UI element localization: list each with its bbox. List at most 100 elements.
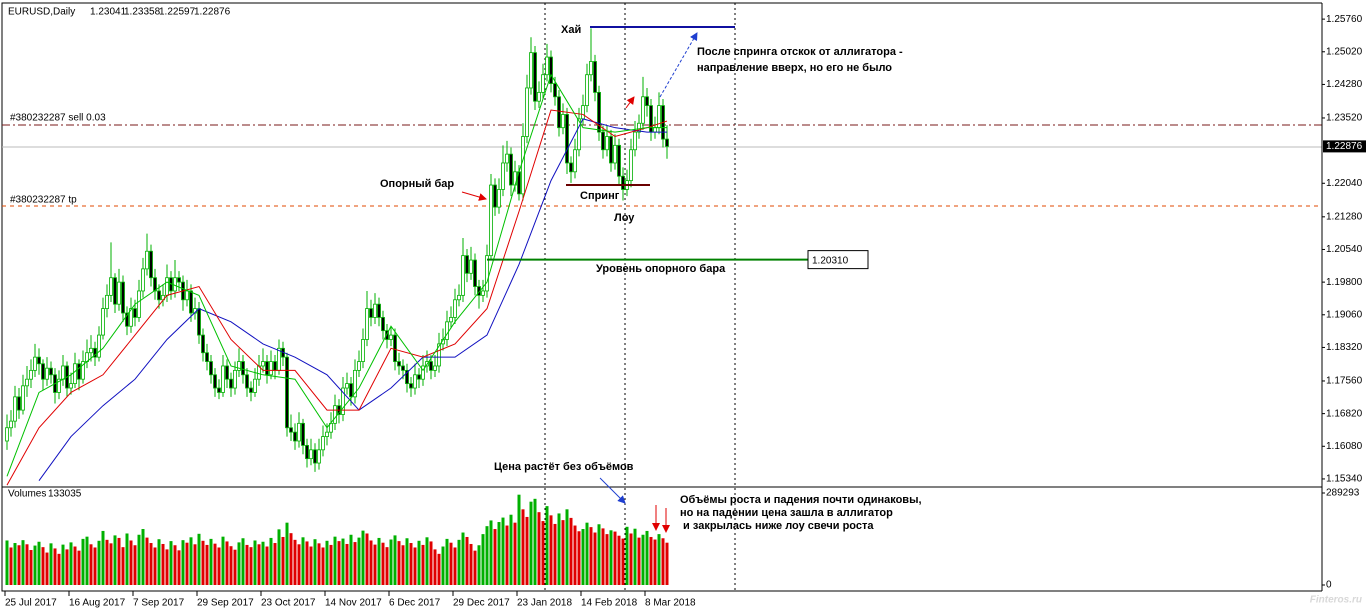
volume-bar bbox=[161, 543, 165, 585]
volume-bar bbox=[601, 528, 605, 585]
volume-bar bbox=[109, 543, 113, 585]
candle-body bbox=[485, 255, 489, 292]
volume-bar bbox=[89, 544, 93, 585]
candle-body bbox=[481, 290, 485, 296]
candle-body bbox=[609, 136, 613, 164]
volume-bar bbox=[377, 537, 381, 585]
candle-body bbox=[665, 138, 669, 147]
candle-body bbox=[393, 334, 397, 362]
candle-body bbox=[289, 427, 293, 433]
volume-bar bbox=[629, 533, 633, 585]
candle-body bbox=[69, 383, 73, 389]
candle-body bbox=[493, 184, 497, 208]
volume-bar bbox=[653, 539, 657, 585]
volume-bar bbox=[169, 541, 173, 585]
volume-bar bbox=[305, 541, 309, 585]
candle-body bbox=[297, 422, 301, 442]
volume-bar bbox=[281, 536, 285, 585]
volume-bar bbox=[605, 534, 609, 585]
candle-body bbox=[225, 365, 229, 380]
candle-body bbox=[241, 361, 245, 376]
candle-body bbox=[585, 74, 589, 107]
candle-body bbox=[25, 378, 29, 387]
volume-bar bbox=[405, 538, 409, 585]
candle-body bbox=[449, 317, 453, 323]
volume-bar bbox=[93, 547, 97, 585]
candle-body bbox=[613, 144, 617, 164]
candle-body bbox=[381, 317, 385, 332]
candle-body bbox=[105, 294, 109, 310]
candle-body bbox=[421, 365, 425, 380]
y-tick-label: 1.18320 bbox=[1326, 342, 1363, 353]
candle-body bbox=[549, 56, 553, 84]
volume-bar bbox=[81, 538, 85, 585]
x-tick-label: 14 Nov 2017 bbox=[325, 598, 382, 609]
volume-bar bbox=[249, 547, 253, 585]
volume-bar bbox=[217, 547, 221, 585]
x-tick-label: 23 Oct 2017 bbox=[261, 598, 316, 609]
candle-body bbox=[217, 387, 221, 393]
annotation: Хай bbox=[561, 24, 581, 36]
candle-body bbox=[41, 363, 45, 380]
candle-body bbox=[173, 277, 177, 292]
volume-bar bbox=[553, 523, 557, 585]
volume-bar bbox=[657, 534, 661, 585]
candle-body bbox=[269, 361, 273, 376]
candle-body bbox=[557, 96, 561, 129]
candle-body bbox=[133, 308, 137, 318]
candle-body bbox=[201, 334, 205, 354]
candle-body bbox=[501, 162, 505, 190]
volume-bar bbox=[513, 522, 517, 585]
volume-bar bbox=[157, 539, 161, 585]
volume-bar bbox=[329, 544, 333, 585]
candle-body bbox=[473, 259, 477, 287]
volume-bar bbox=[421, 544, 425, 585]
volume-bar bbox=[357, 537, 361, 585]
volume-bar bbox=[661, 538, 665, 585]
y-tick-label: 1.16080 bbox=[1326, 441, 1363, 452]
bid-label: 1.22876 bbox=[1326, 141, 1363, 152]
volume-bar bbox=[181, 540, 185, 585]
volume-bar bbox=[417, 540, 421, 585]
volume-bar bbox=[569, 517, 573, 585]
price-axis bbox=[1322, 0, 1366, 615]
volume-bar bbox=[577, 531, 581, 585]
candle-body bbox=[489, 184, 493, 257]
volume-bar bbox=[277, 529, 281, 585]
volume-bar bbox=[61, 544, 65, 585]
volume-bar bbox=[549, 515, 553, 585]
volume-bar bbox=[557, 513, 561, 585]
candle-body bbox=[581, 105, 585, 120]
candle-body bbox=[377, 303, 381, 318]
candle-body bbox=[637, 122, 641, 133]
volume-bar bbox=[233, 549, 237, 585]
volume-bar bbox=[269, 537, 273, 585]
volume-tick-label: 289293 bbox=[1326, 488, 1360, 499]
candle-body bbox=[429, 361, 433, 371]
volume-bar bbox=[297, 544, 301, 585]
candle-body bbox=[321, 436, 325, 451]
volume-bar bbox=[409, 543, 413, 585]
volume-bar bbox=[77, 550, 81, 585]
candle-body bbox=[469, 259, 473, 274]
candle-body bbox=[593, 61, 597, 93]
bid-marker bbox=[1323, 140, 1366, 153]
volume-bar bbox=[33, 545, 37, 585]
y-tick-label: 1.19800 bbox=[1326, 277, 1363, 288]
candle-body bbox=[505, 153, 509, 164]
volume-bar bbox=[533, 498, 537, 585]
header-close: 1.22876 bbox=[194, 7, 231, 18]
volume-bar bbox=[101, 530, 105, 585]
candle-body bbox=[529, 52, 533, 89]
candle-body bbox=[177, 277, 181, 283]
candle-body bbox=[313, 449, 317, 464]
candle-body bbox=[189, 290, 193, 314]
volume-bar bbox=[361, 530, 365, 585]
volume-bar bbox=[609, 530, 613, 585]
annotation: Объёмы роста и падения почти одинаковы, bbox=[680, 494, 922, 506]
volume-bar bbox=[149, 543, 153, 585]
candle-body bbox=[137, 290, 141, 318]
volume-bar bbox=[589, 527, 593, 585]
candle-body bbox=[129, 308, 133, 327]
